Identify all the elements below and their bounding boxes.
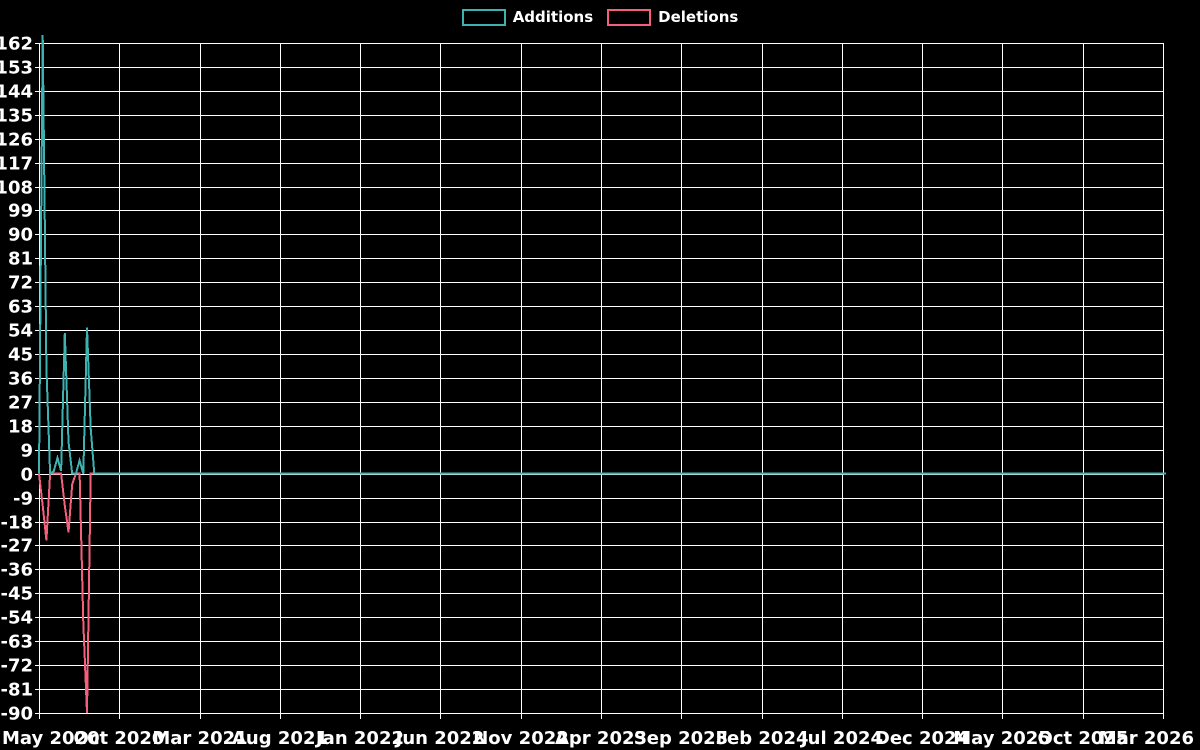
x-tick-label: Mar 2021 [152, 728, 247, 749]
y-tick-label: 54 [8, 321, 33, 342]
y-tick-label: 81 [8, 249, 33, 270]
legend-label: Additions [512, 8, 594, 26]
x-tick-label: Jul 2024 [799, 728, 883, 749]
y-tick-label: -9 [13, 489, 33, 510]
x-tick-label: May 2025 [953, 728, 1051, 749]
y-tick-label: -63 [0, 632, 33, 653]
legend-label: Deletions [658, 8, 739, 26]
data-series [38, 34, 1166, 714]
y-tick-label: 108 [0, 178, 33, 199]
y-tick-label: -90 [0, 704, 33, 725]
y-tick-label: 153 [0, 58, 33, 79]
y-tick-label: -18 [0, 513, 33, 534]
legend-item-additions[interactable]: Additions [461, 8, 594, 26]
chart-legend: Additions Deletions [0, 8, 1200, 26]
additions-swatch-icon [461, 8, 506, 26]
horizontal-gridlines [35, 43, 1163, 714]
x-tick-label: Nov 2022 [473, 728, 569, 749]
y-tick-label: 117 [0, 154, 33, 175]
y-axis-tick-labels: 1621531441351261171089990817263544536271… [0, 34, 33, 725]
y-tick-label: -45 [0, 584, 33, 605]
y-tick-label: 45 [8, 345, 33, 366]
x-tick-label: Jan 2022 [314, 728, 404, 749]
y-tick-label: 135 [0, 106, 33, 127]
y-tick-label: 27 [8, 393, 33, 414]
x-tick-label: Oct 2025 [1038, 728, 1129, 749]
x-tick-label: Oct 2020 [74, 728, 165, 749]
y-tick-label: 36 [8, 369, 33, 390]
x-tick-label: Mar 2026 [1099, 728, 1194, 749]
y-tick-label: -36 [0, 560, 33, 581]
y-tick-label: 0 [20, 465, 33, 486]
y-tick-label: 126 [0, 130, 33, 151]
y-tick-label: 9 [20, 441, 33, 462]
y-tick-label: 63 [8, 297, 33, 318]
x-tick-label: Jun 2022 [394, 728, 485, 749]
y-tick-label: -27 [0, 536, 33, 557]
y-tick-label: 90 [8, 225, 33, 246]
y-tick-label: 99 [8, 201, 33, 222]
x-tick-label: May 2020 [2, 728, 100, 749]
x-tick-label: Dec 2024 [875, 728, 969, 749]
legend-item-deletions[interactable]: Deletions [607, 8, 738, 26]
y-tick-label: -81 [0, 680, 33, 701]
x-tick-label: Sep 2023 [634, 728, 728, 749]
y-tick-label: 18 [8, 417, 33, 438]
x-tick-label: Apr 2023 [555, 728, 647, 749]
x-tick-label: Feb 2024 [715, 728, 808, 749]
deletions-swatch-icon [607, 8, 652, 26]
y-tick-label: -54 [0, 608, 33, 629]
y-tick-label: 162 [0, 34, 33, 55]
y-tick-label: -72 [0, 656, 33, 677]
x-tick-label: Aug 2021 [232, 728, 328, 749]
y-tick-label: 72 [8, 273, 33, 294]
additions-line [38, 34, 1166, 476]
deletions-line [38, 472, 1166, 714]
y-tick-label: 144 [0, 82, 33, 103]
